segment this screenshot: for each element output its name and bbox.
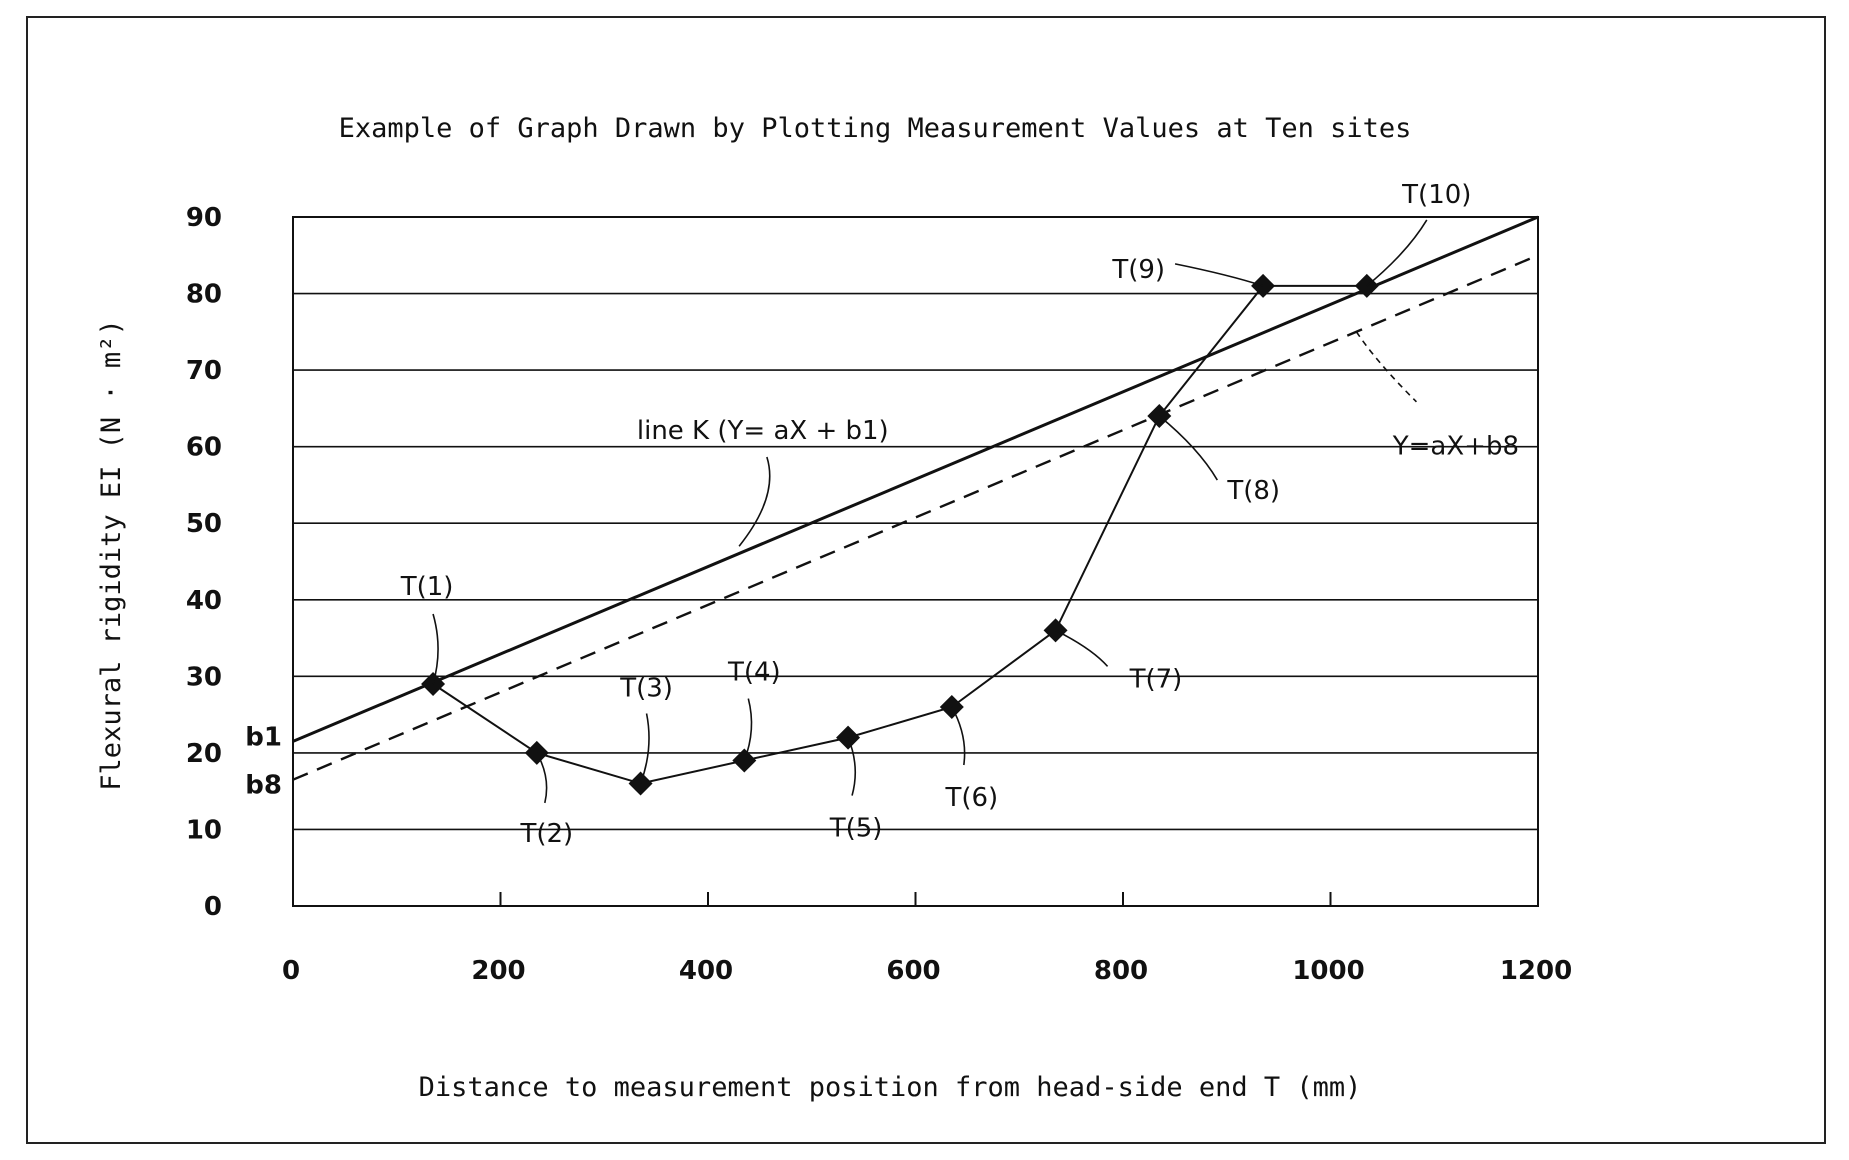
line-k [293, 217, 1538, 741]
x-tick-label: 1000 [1292, 956, 1364, 986]
y-tick-label: 0 [204, 892, 222, 922]
point-label: T(5) [829, 814, 883, 844]
point-label: T(3) [619, 674, 673, 704]
y-tick-label: 20 [186, 739, 222, 769]
series-line [433, 286, 1367, 784]
line-k-leader [739, 457, 770, 546]
line-b8-label: Y=aX+b8 [1392, 432, 1519, 462]
y-tick-label: 50 [186, 509, 222, 539]
leader-line [1159, 416, 1217, 480]
measurement-series [421, 274, 1379, 796]
y-tick-label: 40 [186, 586, 222, 616]
x-tick-label: 200 [471, 956, 525, 986]
line-b8 [293, 255, 1538, 779]
point-label: T(4) [727, 658, 781, 688]
line-k-label: line K (Y= aX + b1) [637, 416, 889, 446]
annotations: T(1) T(2) T(3) T(4) T(5) T(6) T(7) T(8) T(9) T(10… [400, 180, 1519, 849]
x-axis-label: Distance to measurement position from he… [419, 1072, 1362, 1103]
intercept-label-b8: b8 [245, 771, 282, 801]
gridlines [293, 294, 1538, 830]
point-label: T(2) [519, 819, 573, 849]
x-tick-label: 0 [282, 956, 300, 986]
point-label: T(6) [944, 783, 998, 813]
y-tick-label: 30 [186, 662, 222, 692]
plot-frame [293, 217, 1538, 906]
x-tick-label: 800 [1094, 956, 1148, 986]
point-label: T(8) [1226, 476, 1280, 506]
leader-line [1175, 264, 1263, 286]
y-axis-ticks: 0 10 20 30 40 50 60 70 80 90 [186, 203, 222, 922]
y-tick-label: 70 [186, 356, 222, 386]
y-tick-label: 90 [186, 203, 222, 233]
x-tick-label: 400 [679, 956, 733, 986]
x-tick-label: 1200 [1500, 956, 1572, 986]
y-tick-label: 60 [186, 433, 222, 463]
y-axis-label: Flexural rigidity EI (N · m²) [96, 319, 127, 790]
y-tick-label: 10 [186, 815, 222, 845]
point-label: T(7) [1129, 664, 1183, 694]
x-tick-label: 600 [886, 956, 940, 986]
y-tick-label: 80 [186, 280, 222, 310]
point-label: T(9) [1111, 255, 1165, 285]
leader-line [1056, 630, 1108, 666]
point-label: T(10) [1401, 180, 1471, 210]
line-b8-leader [1356, 332, 1416, 402]
chart-title: Example of Graph Drawn by Plotting Measu… [339, 113, 1412, 144]
reference-lines: b1 b8 [245, 217, 1538, 801]
intercept-label-b1: b1 [245, 722, 282, 752]
point-label: T(1) [400, 572, 454, 602]
